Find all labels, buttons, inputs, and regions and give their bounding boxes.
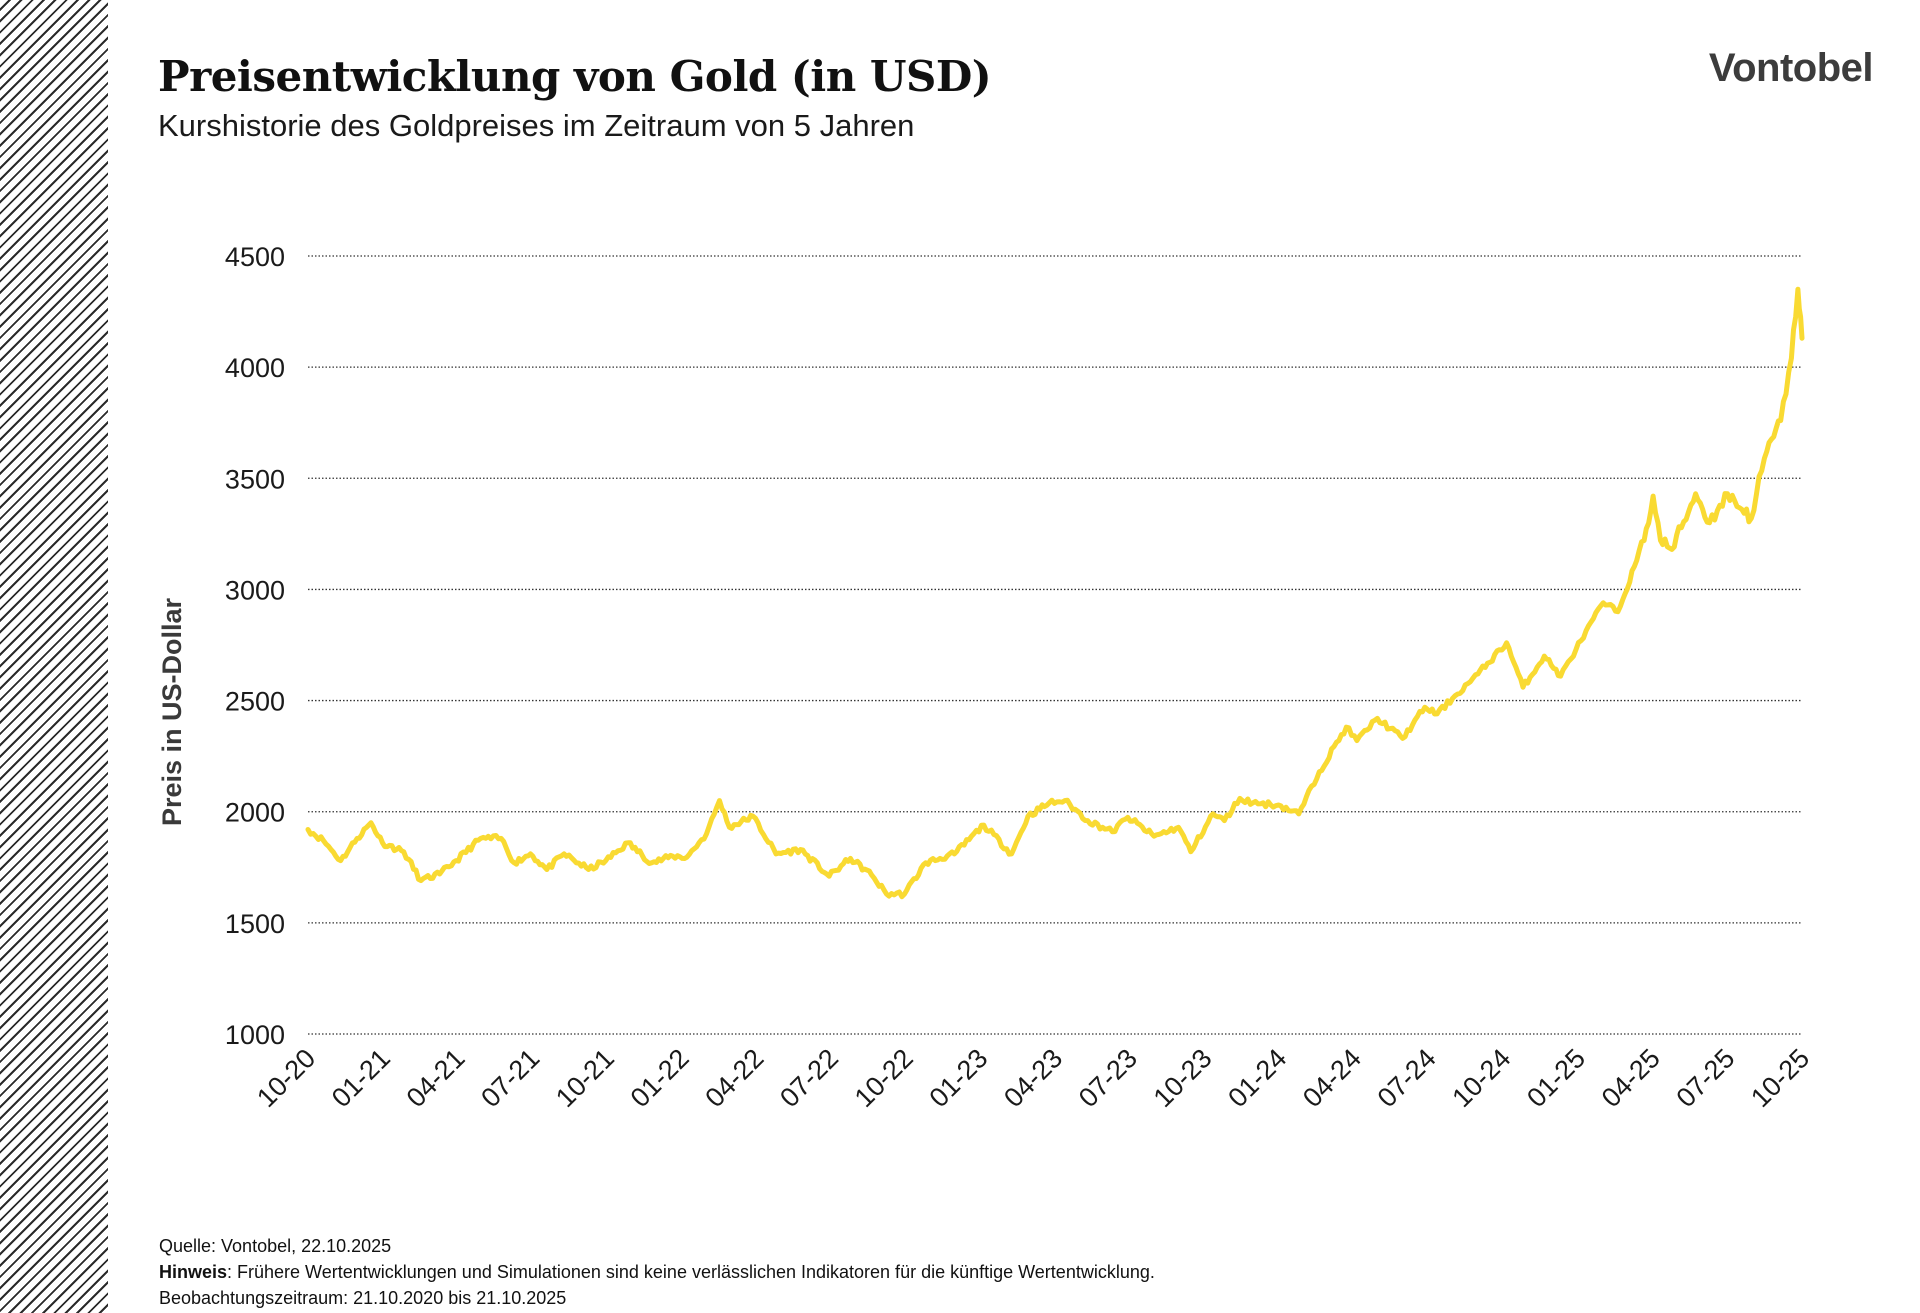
disclaimer-text: : Frühere Wertentwicklungen und Simulati… [227, 1262, 1155, 1282]
brand-logo: Vontobel [1708, 46, 1874, 90]
y-axis-label: Preis in US-Dollar [157, 597, 187, 826]
source-note: Quelle: Vontobel, 22.10.2025 [159, 1236, 392, 1256]
x-tick-label: 04-25 [1596, 1043, 1666, 1113]
y-tick-label: 1000 [225, 1020, 285, 1050]
x-tick-label: 01-24 [1222, 1043, 1292, 1113]
observation-period: Beobachtungszeitraum: 21.10.2020 bis 21.… [159, 1288, 567, 1308]
x-tick-label: 07-21 [475, 1043, 545, 1113]
x-tick-label: 07-22 [774, 1043, 844, 1113]
x-tick-label: 01-21 [326, 1043, 396, 1113]
footer: Quelle: Vontobel, 22.10.2025 Hinweis: Fr… [159, 1233, 1155, 1311]
x-tick-label: 01-25 [1521, 1043, 1591, 1113]
y-gridlines [308, 255, 1802, 1035]
y-tick-label: 4000 [225, 353, 285, 383]
decorative-stripes [0, 0, 108, 1313]
y-tick-label: 3000 [225, 575, 285, 605]
x-tick-label: 04-22 [699, 1043, 769, 1113]
disclaimer: Hinweis: Frühere Wertentwicklungen und S… [159, 1259, 1155, 1285]
disclaimer-label: Hinweis [159, 1262, 228, 1282]
gold-price-line [305, 286, 1805, 900]
x-tick-label: 07-23 [1073, 1043, 1143, 1113]
x-tick-label: 10-23 [1148, 1043, 1218, 1113]
y-tick-label: 2500 [225, 687, 285, 717]
y-tick-label: 3500 [225, 464, 285, 494]
chart-title: Preisentwicklung von Gold (in USD) [158, 52, 992, 101]
x-tick-label: 10-24 [1446, 1043, 1516, 1113]
x-tick-label: 04-24 [1297, 1043, 1367, 1113]
x-tick-label: 01-23 [923, 1043, 993, 1113]
x-tick-label: 01-22 [625, 1043, 695, 1113]
x-tick-label: 10-22 [849, 1043, 919, 1113]
x-tick-label: 07-25 [1670, 1043, 1740, 1113]
y-tick-label: 1500 [225, 909, 285, 939]
y-axis-ticks: 1000 1500 2000 2500 3000 3500 4000 4500 [225, 242, 285, 1050]
y-tick-label: 2000 [225, 798, 285, 828]
chart-subtitle: Kurshistorie des Goldpreises im Zeitraum… [158, 108, 915, 143]
x-tick-label: 07-24 [1372, 1043, 1442, 1113]
x-tick-label: 10-21 [550, 1043, 620, 1113]
x-axis-ticks: 10-20 01-21 04-21 07-21 10-21 01-22 04-22 07-22… [251, 1043, 1815, 1113]
x-tick-label: 04-21 [401, 1043, 471, 1113]
x-tick-label: 10-25 [1745, 1043, 1815, 1113]
x-tick-label: 10-20 [251, 1043, 321, 1113]
y-tick-label: 4500 [225, 242, 285, 272]
x-tick-label: 04-23 [998, 1043, 1068, 1113]
